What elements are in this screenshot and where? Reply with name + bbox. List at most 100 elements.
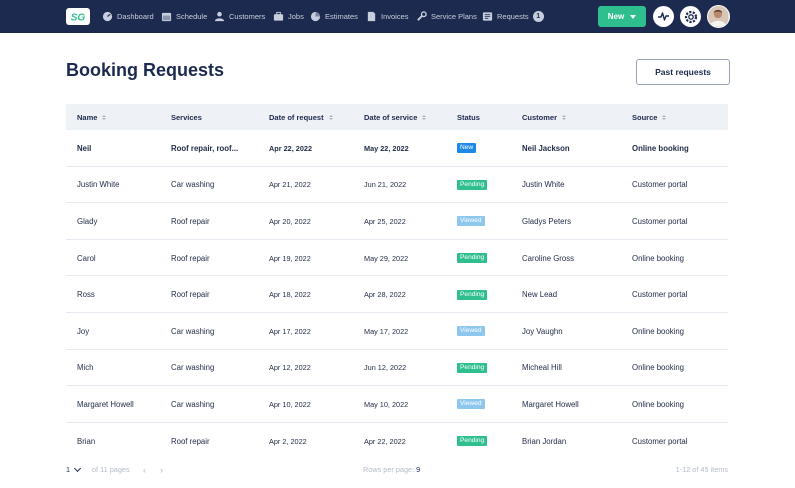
nav-dashboard[interactable]: Dashboard [102,9,154,24]
table-row[interactable]: Joy Car washing Apr 17, 2022 May 17, 202… [66,313,728,350]
cell-customer: Caroline Gross [522,253,574,263]
column-header-label: Date of request [269,112,324,122]
activity-icon [658,12,669,21]
cell-source: Customer portal [632,180,688,190]
status-badge: Pending [457,179,488,190]
cell-status: Pending [457,167,488,204]
status-badge: Viewed [457,216,485,227]
booking-requests-table: Name Services Date of request Date of se… [66,104,728,459]
table-row[interactable]: Mich Car washing Apr 12, 2022 Jun 12, 20… [66,350,728,387]
cell-customer: Brian Jordan [522,436,567,446]
column-header-label: Source [632,112,658,122]
new-button-label: New [607,12,625,21]
rows-per-page-label: Rows per page: [363,465,415,474]
gear-icon [684,10,697,23]
cell-status: New [457,130,477,167]
brand-logo[interactable]: SG [66,8,90,25]
avatar-image [708,6,728,26]
cell-services: Car washing [171,326,215,336]
cell-customer: Margaret Howell [522,399,579,409]
column-header-date-of-service[interactable]: Date of service [364,104,427,130]
column-header-customer[interactable]: Customer [522,104,567,130]
nav-requests[interactable]: Requests 1 [482,9,544,24]
cell-services: Roof repair [171,290,210,300]
cell-services: Roof repair, roof... [171,143,239,153]
cell-services: Car washing [171,363,215,373]
cell-date-of-service: Jun 12, 2022 [364,363,407,373]
chevron-down-icon [630,14,637,19]
cell-date-of-request: Apr 22, 2022 [269,143,312,153]
page-select[interactable]: 1 [66,464,82,474]
nav-schedule[interactable]: Schedule [161,9,207,24]
cell-date-of-request: Apr 19, 2022 [269,253,311,263]
column-header-date-of-request[interactable]: Date of request [269,104,333,130]
table-header: Name Services Date of request Date of se… [66,104,728,130]
status-badge: Pending [457,289,488,300]
table-row[interactable]: Carol Roof repair Apr 19, 2022 May 29, 2… [66,240,728,277]
nav-estimates[interactable]: Estimates [310,9,358,24]
cell-name: Justin White [77,180,120,190]
list-icon [482,12,493,21]
cell-status: Viewed [457,313,485,350]
nav-invoices[interactable]: Invoices [366,9,409,24]
column-header-label: Status [457,112,480,122]
chevron-right-icon[interactable]: › [160,465,163,475]
cell-name: Joy [77,326,90,336]
pagination-footer: 1 of 11 pages ‹ › Rows per page: 9 1-12 … [66,464,728,477]
pie-chart-icon [310,11,321,22]
cell-name: Glady [77,216,98,226]
rows-per-page[interactable]: Rows per page: 9 [363,465,420,474]
column-header-source[interactable]: Source [632,104,667,130]
cell-source: Customer portal [632,290,688,300]
nav-jobs[interactable]: Jobs [273,9,304,24]
status-badge: Viewed [457,326,485,337]
cell-status: Pending [457,276,488,313]
column-header-label: Customer [522,112,558,122]
status-badge: Pending [457,436,488,447]
cell-services: Car washing [171,180,215,190]
column-header-services: Services [171,104,202,130]
table-row[interactable]: Glady Roof repair Apr 20, 2022 Apr 25, 2… [66,203,728,240]
new-button[interactable]: New [598,6,646,27]
dashboard-icon [102,11,113,22]
cell-date-of-service: May 29, 2022 [364,253,409,263]
cell-source: Online booking [632,363,685,373]
settings-button[interactable] [680,6,701,27]
table-row[interactable]: Justin White Car washing Apr 21, 2022 Ju… [66,167,728,204]
sort-icon [562,114,567,120]
cell-status: Pending [457,423,488,460]
cell-status: Viewed [457,386,485,423]
sort-icon [102,114,107,120]
cell-date-of-service: May 22, 2022 [364,143,409,153]
page-count: of 11 pages [92,465,130,474]
cell-date-of-service: Jun 21, 2022 [364,180,407,190]
cell-date-of-request: Apr 17, 2022 [269,326,311,336]
past-requests-button[interactable]: Past requests [636,59,730,85]
column-header-label: Name [77,112,98,122]
column-header-name[interactable]: Name [77,104,107,130]
nav-service-plans[interactable]: Service Plans [416,9,477,24]
cell-date-of-service: Apr 22, 2022 [364,436,406,446]
items-range: 1-12 of 45 items [675,465,728,474]
table-row[interactable]: Neil Roof repair, roof... Apr 22, 2022 M… [66,130,728,167]
cell-name: Ross [77,290,95,300]
cell-source: Online booking [632,253,685,263]
table-row[interactable]: Ross Roof repair Apr 18, 2022 Apr 28, 20… [66,276,728,313]
cell-date-of-request: Apr 18, 2022 [269,290,311,300]
sort-icon [422,114,427,120]
briefcase-icon [273,11,284,21]
nav-customers[interactable]: Customers [214,9,265,24]
table-row[interactable]: Brian Roof repair Apr 2, 2022 Apr 22, 20… [66,423,728,460]
nav-requests-label: Requests [497,12,529,21]
cell-date-of-request: Apr 10, 2022 [269,399,311,409]
table-row[interactable]: Margaret Howell Car washing Apr 10, 2022… [66,386,728,423]
cell-customer: Neil Jackson [522,143,570,153]
activity-button[interactable] [653,6,674,27]
nav-customers-label: Customers [229,12,266,21]
cell-status: Viewed [457,203,485,240]
cell-date-of-request: Apr 2, 2022 [269,436,307,446]
user-avatar[interactable] [707,5,730,28]
chevron-left-icon[interactable]: ‹ [143,465,146,475]
column-header-label: Date of service [364,112,418,122]
cell-customer: Justin White [522,180,565,190]
